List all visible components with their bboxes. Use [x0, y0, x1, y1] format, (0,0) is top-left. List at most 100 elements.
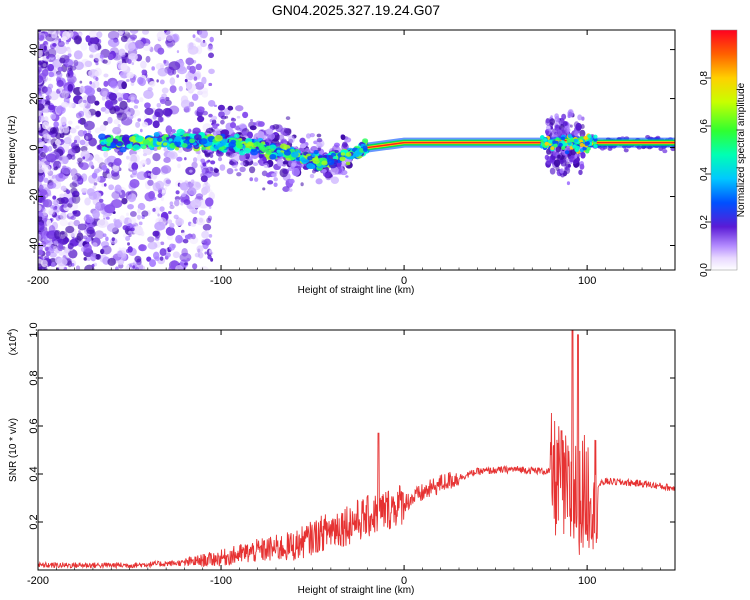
spectrogram-cell [67, 84, 74, 92]
spectrogram-cell [321, 169, 327, 174]
spectrogram-cell [38, 49, 43, 58]
spectrogram-cell [67, 242, 74, 250]
spectrogram-cell [219, 164, 226, 171]
spectrogram-cell [236, 172, 242, 177]
spectrogram-y-label: Frequency (Hz) [7, 116, 18, 185]
spectrogram-cell [125, 235, 131, 241]
spectrogram-cell [207, 99, 216, 107]
spectrogram-cell [137, 202, 146, 211]
spectrogram-cell [83, 243, 92, 253]
y-tick-label: 0.6 [28, 418, 40, 433]
spectrogram-cell [209, 36, 214, 43]
spectrogram-cell [81, 188, 88, 194]
spectrogram-cell [185, 105, 191, 113]
spectrogram-cell [94, 100, 100, 106]
spectrogram-cell [208, 82, 213, 87]
spectrogram-cell [566, 127, 571, 133]
spectrogram-cell [159, 64, 165, 69]
spectrogram-cell [190, 199, 202, 209]
spectrogram-cell [38, 30, 42, 33]
spectrogram-cell [249, 125, 257, 131]
spectrogram-cell [45, 153, 57, 163]
spectrogram-cell [252, 162, 259, 167]
ridge-cell [181, 136, 186, 140]
spectrogram-cell [165, 96, 170, 101]
spectrogram-cell [126, 155, 130, 160]
spectrogram-cell [88, 43, 99, 53]
spectrogram-cell [191, 93, 199, 101]
spectrogram-cell [217, 104, 225, 111]
spectrogram-cell [83, 256, 88, 261]
spectrogram-cell [208, 234, 213, 238]
spectrogram-cell [42, 199, 49, 208]
spectrogram-cell [119, 100, 128, 110]
spectrogram-cell [568, 155, 574, 163]
spectrogram-cell [77, 129, 85, 137]
spectrogram-cell [42, 208, 48, 217]
spectrogram-cell [567, 163, 571, 168]
spectrogram-cell [217, 151, 221, 154]
spectrogram-cell [199, 266, 209, 270]
spectrogram-cell [283, 127, 292, 134]
spectrogram-cell [201, 169, 206, 174]
spectrogram-cell [107, 30, 120, 40]
ridge-cell [243, 147, 251, 154]
ridge-cell [573, 138, 579, 143]
spectrogram-cell [127, 203, 134, 210]
spectrogram-cell [207, 159, 211, 163]
spectrogram-cell [197, 251, 204, 259]
snr-multiplier: (x104) [7, 329, 19, 356]
spectrogram-cell [207, 215, 213, 221]
spectrogram-cell [38, 87, 41, 94]
spectrogram-cell [96, 218, 109, 228]
spectrogram-cell [46, 219, 52, 227]
spectrogram-cell [49, 244, 55, 251]
spectrogram-cell [545, 132, 549, 136]
spectrogram-cell [299, 137, 306, 144]
ridge-cell [550, 146, 555, 151]
spectrogram-cell [43, 177, 49, 183]
spectrogram-cell [198, 81, 204, 87]
spectrogram-cell [194, 81, 205, 90]
spectrogram-cell [238, 153, 247, 162]
spectrogram-cell [46, 134, 52, 140]
spectrogram-cell [128, 217, 137, 225]
spectrogram-speckle [38, 30, 675, 270]
spectrogram-x-ticks: -200 -100 0 100 [27, 30, 661, 287]
spectrogram-cell [38, 123, 41, 129]
spectrogram-cell [139, 128, 143, 133]
spectrogram-cell [56, 257, 68, 267]
spectrogram-cell [165, 226, 176, 236]
spectrogram-cell [57, 243, 64, 252]
spectrogram-cell [578, 169, 583, 176]
spectrogram-cell [169, 85, 177, 94]
spectrogram-cell [77, 223, 87, 231]
snr-multiplier-base: (x10 [8, 335, 19, 355]
spectrogram-ridge [98, 128, 675, 171]
spectrogram-cell [99, 54, 104, 59]
spectrogram-cell [83, 132, 93, 142]
spectrogram-cell [122, 225, 128, 231]
spectrogram-cell [561, 114, 565, 119]
spectrogram-cell [164, 252, 171, 258]
spectrogram-cell [266, 128, 273, 135]
spectrogram-cell [149, 81, 156, 87]
spectrogram-cell [63, 237, 70, 243]
spectrogram-cell [105, 216, 110, 220]
spectrogram-cell [154, 108, 164, 118]
spectrogram-cell [249, 119, 254, 122]
spectrogram-cell [84, 197, 91, 206]
spectrogram-cell [94, 127, 102, 134]
spectrogram-cell [282, 161, 288, 165]
ridge-cell [326, 158, 335, 166]
spectrogram-cell [85, 110, 92, 119]
spectrogram-cell [141, 121, 149, 128]
spectrogram-cell [245, 156, 250, 160]
ridge-cell [156, 146, 162, 150]
spectrogram-cell [59, 212, 67, 220]
spectrogram-cell [108, 184, 115, 191]
spectrogram-cell [95, 202, 101, 210]
spectrogram-cell [257, 121, 265, 127]
spectrogram-cell [149, 259, 157, 268]
spectrogram-cell [108, 53, 114, 61]
